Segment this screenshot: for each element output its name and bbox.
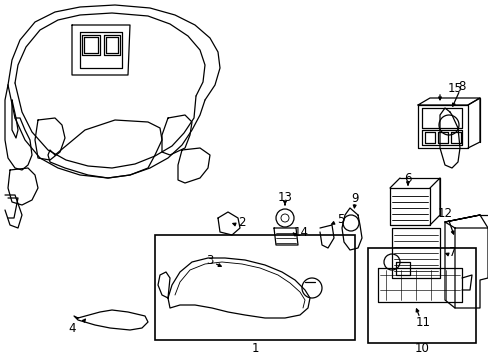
Text: 10: 10 [414,342,428,355]
Text: 14: 14 [293,225,308,239]
Text: 6: 6 [404,171,411,185]
Text: 1: 1 [251,342,258,355]
Text: 4: 4 [68,321,76,334]
Text: 3: 3 [206,255,213,267]
Text: 8: 8 [457,80,465,93]
Text: 2: 2 [238,216,245,229]
Bar [367,248,475,343]
Text: 13: 13 [277,190,292,203]
Text: 9: 9 [350,192,358,204]
Text: 11: 11 [415,316,429,329]
Bar [155,235,354,340]
Text: 5: 5 [337,212,344,225]
Text: 7: 7 [448,246,456,258]
Text: 12: 12 [437,207,451,220]
Text: 15: 15 [447,81,462,95]
